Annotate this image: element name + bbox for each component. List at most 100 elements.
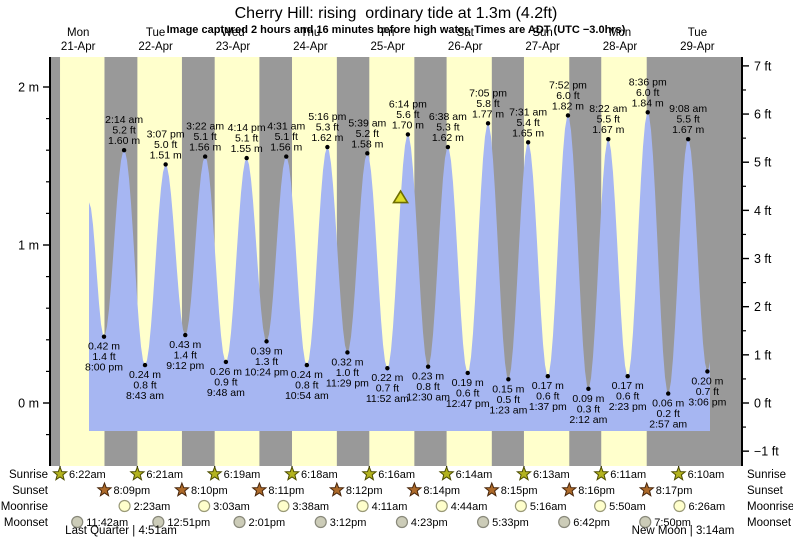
tide-extreme-dot: [325, 144, 330, 150]
low-tide-label: 0.9 ft: [214, 376, 237, 388]
low-tide-label: 0.2 ft: [657, 408, 680, 420]
tide-area: [89, 113, 710, 431]
tide-extreme-dot: [142, 362, 148, 368]
low-tide-label: 8:43 am: [126, 390, 164, 402]
row-label-right-moonrise: Moonrise: [747, 501, 793, 513]
moonset-icon: [395, 515, 409, 529]
moonrise-icon: [118, 499, 131, 513]
tide-extreme-dot: [101, 334, 107, 339]
low-tide-label: 0.20 m: [691, 375, 723, 387]
sunset-time: 8:10pm: [191, 485, 228, 497]
sun-moon-rows-layer: Sunrise Sunrise 6:22am 6:21am 6:19am 6:18am 6:…: [1, 465, 793, 537]
high-tide-label: 8:22 am: [589, 103, 627, 115]
low-tide-label: 1:23 am: [489, 404, 527, 416]
right-axis-tick-label: 7 ft: [754, 59, 772, 73]
moonset-time: 7:50pm: [654, 517, 691, 529]
tide-extreme-dot: [645, 110, 650, 115]
low-tide-label: 0.24 m: [129, 369, 161, 381]
sunset-icon: [173, 481, 190, 497]
day-date-label: 29-Apr: [680, 41, 715, 53]
row-label-left-sunset: Sunset: [12, 485, 49, 497]
moonrise-icon: [514, 499, 527, 513]
day-name-label: Fri: [381, 27, 394, 39]
low-tide-label: 0.32 m: [331, 356, 363, 368]
moonset-icon: [152, 515, 165, 529]
high-tide-label: 5.2 ft: [112, 125, 135, 137]
low-tide-label: 3:06 pm: [688, 396, 726, 408]
tide-extreme-dot: [705, 369, 710, 374]
moonset-time: 3:12pm: [330, 517, 367, 529]
high-tide-label: 5.3 ft: [316, 122, 339, 134]
low-tide-label: 0.22 m: [371, 372, 403, 384]
low-tide-label: 0.09 m: [572, 393, 604, 405]
day-date-label: 23-Apr: [216, 41, 251, 53]
low-tide-label: 0.6 ft: [616, 391, 639, 403]
tide-extreme-dot: [445, 144, 451, 150]
low-tide-label: 11:29 pm: [326, 377, 369, 389]
sunrise-time: 6:18am: [301, 469, 338, 481]
day-date-label: 28-Apr: [603, 41, 638, 53]
moonrise-time: 5:50am: [609, 501, 646, 513]
moonset-icon: [314, 515, 327, 529]
high-tide-label: 5.1 ft: [275, 131, 298, 143]
moonset-icon: [476, 515, 490, 529]
low-tide-label: 2:23 pm: [609, 401, 647, 413]
left-axis-tick-label: 0 m: [18, 397, 39, 411]
sunrise-time: 6:21am: [146, 469, 183, 481]
low-tide-label: 0.06 m: [652, 398, 684, 410]
tide-extreme-dot: [284, 154, 289, 159]
low-tide-label: 0.8 ft: [295, 380, 318, 392]
tide-extreme-dot: [385, 366, 390, 371]
chart-title: Cherry Hill: rising ordinary tide at 1.3…: [235, 5, 558, 22]
low-tide-label: 2:57 am: [649, 419, 687, 431]
day-date-label: 24-Apr: [293, 41, 328, 53]
tide-extreme-dot: [565, 113, 571, 118]
low-tide-label: 1.4 ft: [174, 350, 197, 362]
moon-phase-label: New Moon | 3:14am: [632, 525, 735, 537]
sunset-icon: [638, 481, 655, 497]
moonset-time: 4:23pm: [411, 517, 448, 529]
tide-extreme-dot: [666, 391, 671, 396]
tide-extreme-dot: [405, 132, 411, 137]
tide-extreme-dot: [485, 121, 491, 126]
high-tide-label: 4:14 pm: [228, 122, 266, 134]
low-tide-label: 0.17 m: [612, 380, 644, 392]
day-date-label: 26-Apr: [448, 41, 483, 53]
low-tide-label: 0.17 m: [532, 380, 564, 392]
sunrise-time: 6:10am: [688, 469, 725, 481]
high-tide-label: 1.77 m: [472, 108, 504, 120]
moonrise-time: 4:11am: [372, 501, 408, 513]
moonrise-time: 3:38am: [292, 501, 329, 513]
tide-extreme-dot: [345, 350, 350, 355]
low-tide-label: 8:00 pm: [85, 362, 123, 374]
low-tide-label: 10:24 pm: [245, 366, 289, 378]
moonrise-icon: [435, 499, 448, 513]
low-tide-label: 0.43 m: [169, 339, 201, 351]
moonset-time: 6:42pm: [573, 517, 610, 529]
sunset-icon: [561, 481, 578, 497]
day-name-label: Mon: [67, 27, 89, 39]
sunrise-icon: [670, 465, 687, 481]
day-name-label: Tue: [688, 27, 707, 39]
sunset-icon: [483, 481, 500, 497]
moonrise-icon: [673, 499, 686, 513]
high-tide-label: 2:14 am: [105, 114, 143, 126]
high-tide-label: 1.55 m: [231, 143, 263, 155]
sunset-icon: [406, 481, 423, 497]
high-tide-label: 5.3 ft: [436, 122, 459, 134]
right-axis-tick-label: 0 ft: [754, 397, 772, 411]
low-tide-label: 1:37 pm: [529, 401, 567, 413]
sunrise-icon: [52, 465, 69, 481]
row-label-right-sunset: Sunset: [747, 485, 784, 497]
high-tide-label: 5.6 ft: [396, 109, 419, 121]
high-tide-label: 8:36 pm: [629, 76, 667, 88]
moonset-time: 5:33pm: [492, 517, 529, 529]
sunset-time: 8:09pm: [113, 485, 150, 497]
sunset-icon: [96, 481, 113, 497]
sunrise-time: 6:14am: [456, 469, 493, 481]
low-tide-label: 12:47 pm: [446, 398, 490, 410]
day-date-label: 27-Apr: [525, 41, 560, 53]
right-axis-tick-label: −1 ft: [754, 445, 779, 459]
tide-curve-layer: [89, 113, 710, 431]
